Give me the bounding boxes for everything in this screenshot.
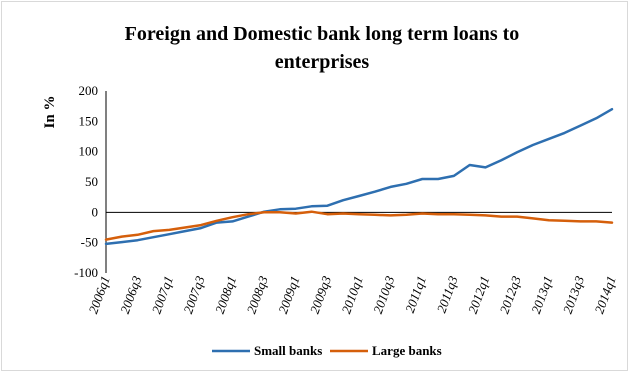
x-tick-label: 2013q3 (560, 273, 588, 315)
x-tick-label: 2010q3 (370, 273, 398, 315)
x-tick-label: 2009q1 (275, 274, 302, 316)
x-tick-label: 2008q3 (244, 273, 272, 315)
y-tick-label: 100 (79, 144, 99, 159)
x-tick-label: 2011q3 (434, 273, 461, 314)
x-tick-label: 2013q1 (528, 274, 555, 316)
x-tick-label: 2012q3 (497, 273, 525, 315)
series-line-large-banks (104, 210, 614, 241)
chart-area: Foreign and Domestic bank long term loan… (1, 1, 628, 371)
y-tick-label: -50 (81, 235, 98, 250)
x-tick-label: 2011q1 (402, 274, 429, 315)
line-chart: Foreign and Domestic bank long term loan… (42, 23, 619, 358)
x-tick-label: 2014q1 (591, 274, 618, 316)
series-line-small-banks (104, 107, 614, 246)
x-tick-label: 2009q3 (307, 273, 335, 315)
chart-title-line2: enterprises (275, 51, 370, 73)
x-tick-label: 2012q1 (465, 274, 492, 316)
x-tick-label: 2010q1 (338, 274, 365, 316)
y-tick-label: 50 (85, 174, 98, 189)
y-tick-label: 0 (92, 204, 99, 219)
x-tick-label: 2006q3 (117, 273, 145, 315)
x-tick-label: 2006q1 (85, 274, 112, 316)
y-axis-label: In % (42, 96, 58, 129)
y-tick-label: -100 (74, 265, 98, 280)
legend-label: Large banks (372, 343, 442, 358)
y-tick-label: 200 (79, 83, 99, 98)
x-tick-label: 2007q3 (180, 273, 208, 315)
legend-label: Small banks (254, 343, 322, 358)
y-tick-label: 150 (79, 113, 99, 128)
x-tick-label: 2008q1 (212, 274, 239, 316)
chart-title-line1: Foreign and Domestic bank long term loan… (125, 23, 520, 45)
x-tick-label: 2007q1 (149, 274, 176, 316)
